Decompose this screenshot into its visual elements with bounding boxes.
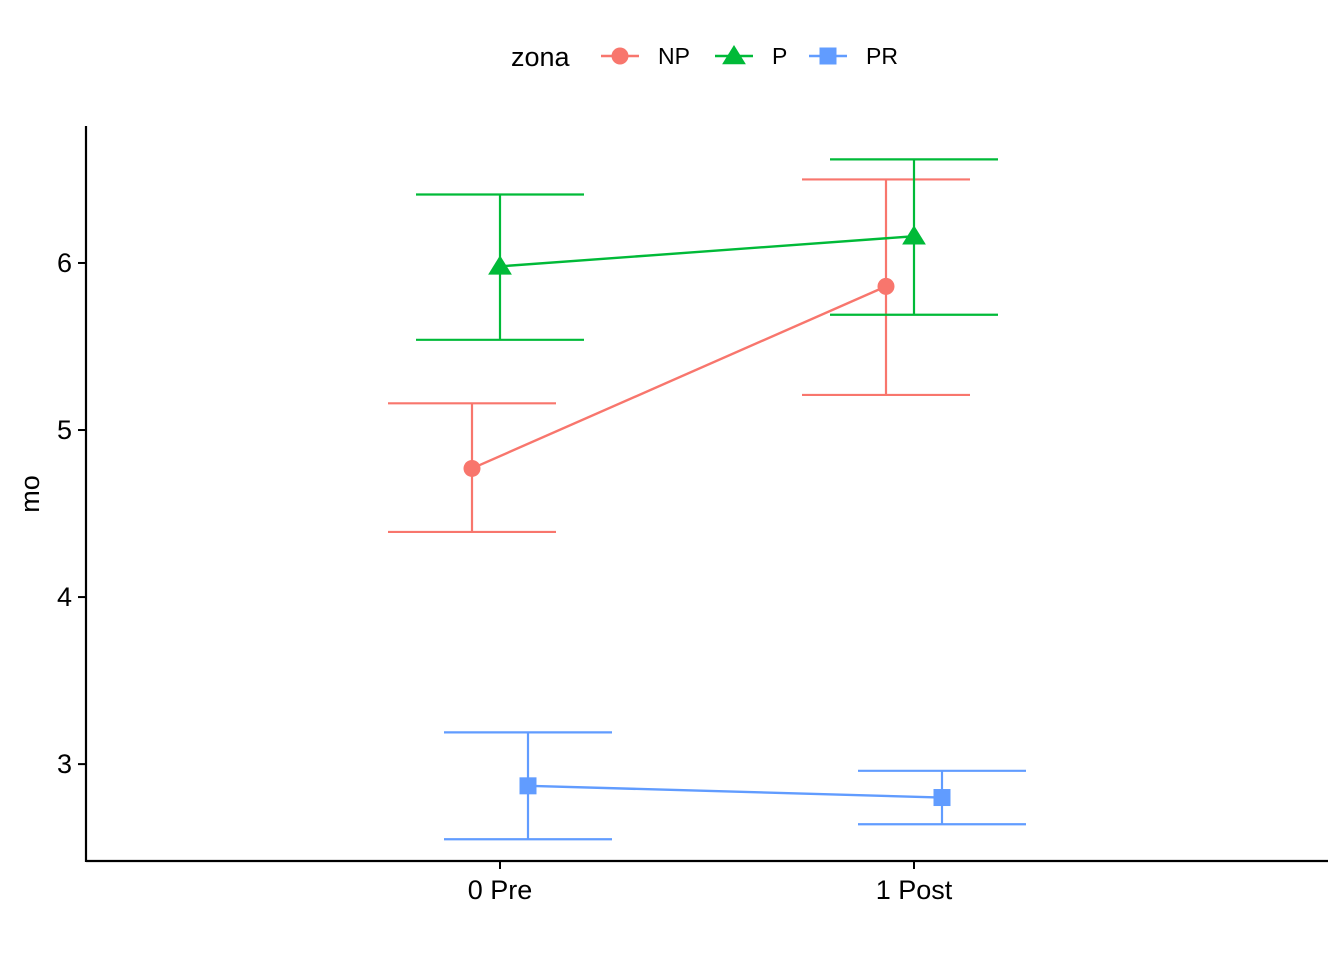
- series-line: [499, 235, 915, 268]
- series-line: [471, 285, 887, 470]
- data-point: [519, 777, 537, 795]
- series-p: [416, 158, 998, 341]
- series-np: [388, 178, 970, 534]
- legend-item-np: NP: [601, 43, 690, 69]
- x-tick-label: 1 Post: [876, 875, 953, 905]
- legend: zona NP P PR: [511, 42, 898, 72]
- y-ticks: 3 4 5 6: [57, 248, 86, 779]
- data-point: [933, 789, 951, 807]
- y-tick-label: 3: [57, 749, 72, 779]
- data-point: [488, 255, 512, 275]
- data-point: [877, 277, 895, 295]
- legend-key-marker: [722, 45, 746, 65]
- legend-label: NP: [658, 43, 690, 69]
- legend-item-p: P: [715, 43, 787, 69]
- legend-items: NP P PR: [601, 43, 898, 69]
- y-tick-label: 6: [57, 248, 72, 278]
- series-pr: [444, 731, 1026, 841]
- y-axis-title: mo: [15, 475, 45, 513]
- legend-title: zona: [511, 42, 571, 72]
- legend-key-marker: [819, 47, 837, 65]
- plot-area: [388, 158, 1026, 841]
- axes: 3 4 5 6 0 Pre 1 Post mo: [15, 126, 1328, 905]
- legend-item-pr: PR: [809, 43, 898, 69]
- legend-label: P: [772, 43, 787, 69]
- x-ticks: 0 Pre 1 Post: [468, 861, 953, 905]
- data-point: [902, 225, 926, 245]
- legend-key-marker: [611, 47, 629, 65]
- series-line: [527, 784, 943, 799]
- x-tick-label: 0 Pre: [468, 875, 533, 905]
- data-point: [463, 459, 481, 477]
- legend-label: PR: [866, 43, 898, 69]
- y-tick-label: 5: [57, 415, 72, 445]
- y-tick-label: 4: [57, 582, 72, 612]
